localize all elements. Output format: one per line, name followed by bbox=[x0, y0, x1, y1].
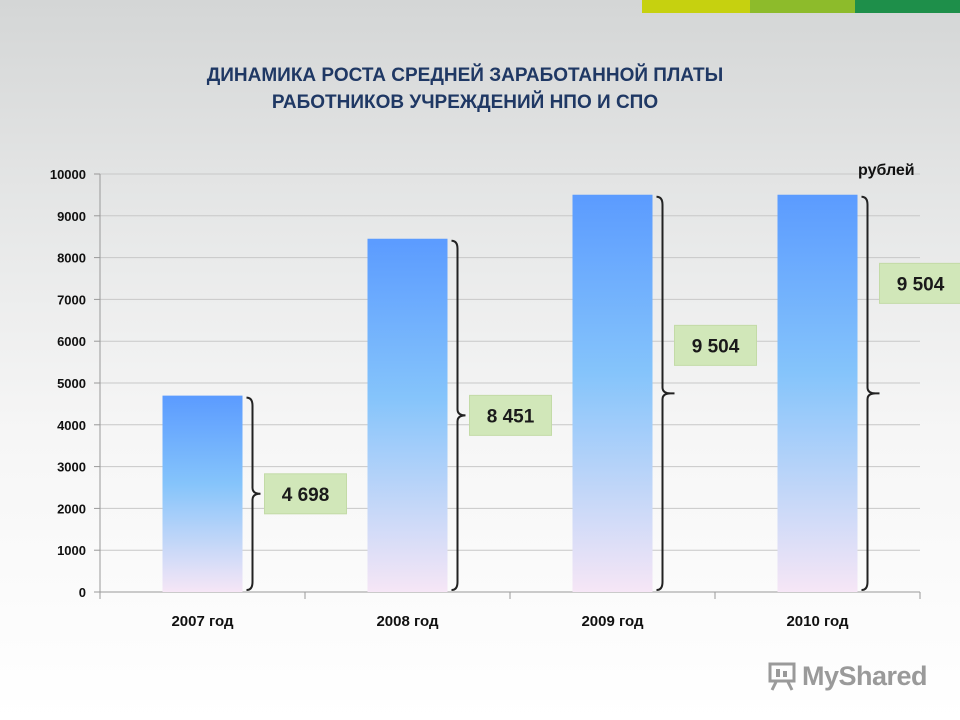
y-tick-label: 3000 bbox=[57, 460, 86, 475]
decor-stripe-green bbox=[750, 0, 855, 13]
data-label: 9 504 bbox=[897, 274, 945, 295]
y-tick-label: 0 bbox=[79, 585, 86, 600]
y-unit-label: рублей bbox=[858, 162, 915, 179]
x-tick-label: 2010 год bbox=[786, 613, 849, 630]
data-label-box bbox=[264, 473, 347, 515]
data-label-box bbox=[879, 262, 960, 304]
myshared-logo: MyShared bbox=[768, 656, 928, 696]
presentation-board-icon bbox=[768, 662, 796, 691]
x-tick-label: 2007 год bbox=[171, 613, 234, 630]
decor-stripe-lime bbox=[642, 0, 750, 13]
y-tick-label: 2000 bbox=[57, 501, 86, 516]
bar bbox=[367, 238, 448, 592]
x-tick-label: 2009 год bbox=[581, 613, 644, 630]
x-tick-label: 2008 год bbox=[376, 613, 439, 630]
y-tick-label: 6000 bbox=[57, 334, 86, 349]
y-tick-label: 7000 bbox=[57, 292, 86, 307]
data-labels: 4 698 8 451 9 504 9 504 bbox=[264, 262, 960, 515]
braces bbox=[246, 195, 880, 591]
value-brace bbox=[451, 239, 466, 591]
value-brace bbox=[246, 396, 261, 591]
bar bbox=[777, 194, 858, 593]
bars bbox=[162, 194, 858, 593]
y-tick-label: 5000 bbox=[57, 376, 86, 391]
y-tick-label: 8000 bbox=[57, 251, 86, 266]
y-tick-label: 10000 bbox=[50, 167, 86, 182]
logo-text: MyShared bbox=[802, 660, 928, 691]
value-brace bbox=[861, 195, 876, 591]
y-tick-label: 1000 bbox=[57, 543, 86, 558]
y-tick-label: 4000 bbox=[57, 418, 86, 433]
bar bbox=[572, 194, 653, 593]
data-label-box bbox=[674, 324, 757, 366]
value-brace bbox=[656, 195, 671, 591]
data-label-box bbox=[469, 394, 552, 436]
axes: 0 1000 2000 3000 4000 5000 6000 7000 8000 9000 100… bbox=[50, 167, 921, 630]
data-label: 8 451 bbox=[487, 406, 535, 427]
chart-title: ДИНАМИКА РОСТА СРЕДНЕЙ ЗАРАБОТАННОЙ ПЛАТ… bbox=[206, 65, 724, 113]
y-tick-label: 9000 bbox=[57, 209, 86, 224]
bar bbox=[162, 395, 243, 592]
data-label: 9 504 bbox=[692, 336, 740, 357]
data-label: 4 698 bbox=[282, 485, 330, 506]
decor-stripe-dark-green bbox=[855, 0, 960, 13]
